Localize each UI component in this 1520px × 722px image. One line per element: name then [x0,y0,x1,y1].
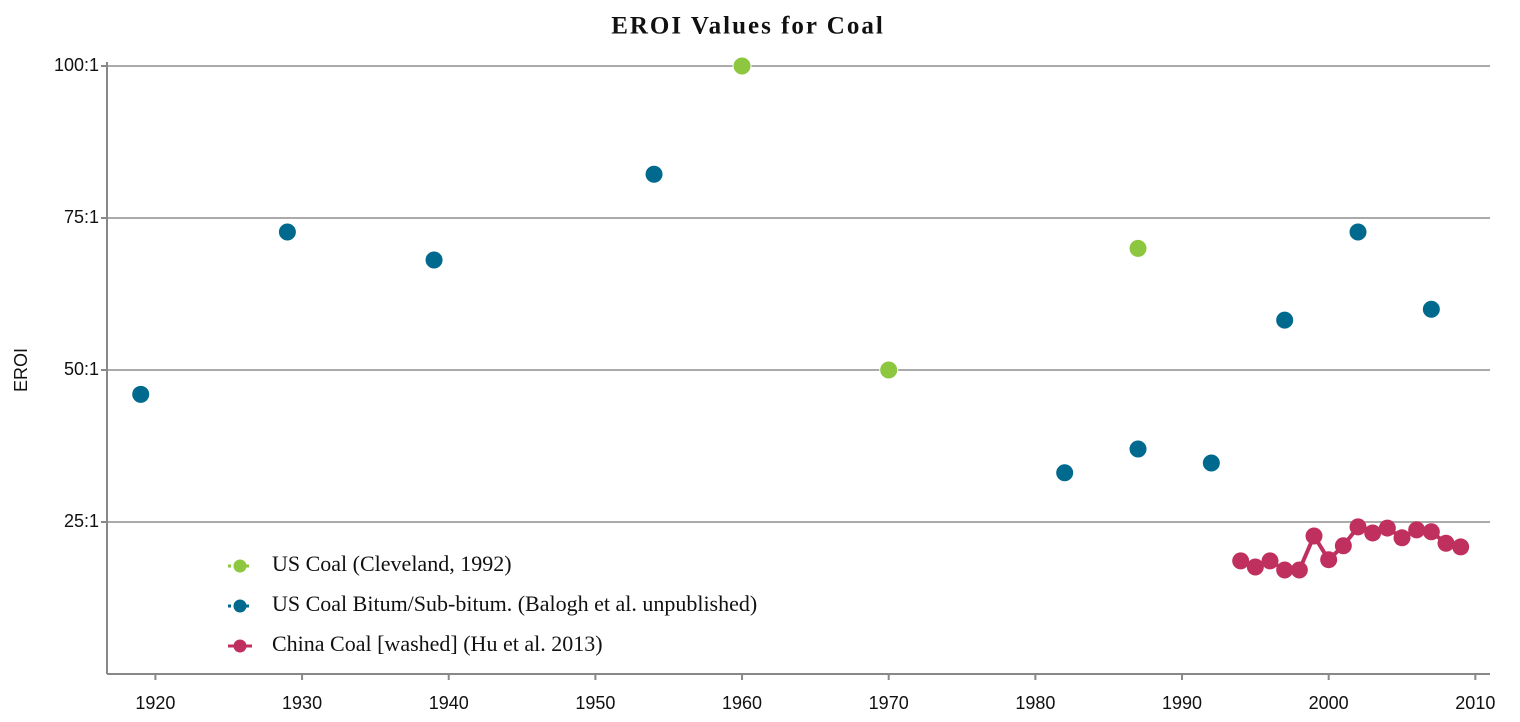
data-point [1422,523,1440,541]
data-point [1364,524,1382,542]
data-point [1378,519,1396,537]
data-point [1320,551,1338,569]
y-tick-label: 75:1 [64,207,99,227]
data-point [1349,518,1367,536]
data-point [1276,561,1294,579]
x-tick-label: 1970 [869,693,909,713]
legend-label: US Coal (Cleveland, 1992) [272,551,512,576]
data-point [1334,537,1352,555]
data-point [1201,453,1221,473]
data-point [1408,521,1426,539]
y-tick-label: 50:1 [64,359,99,379]
data-point [644,164,664,184]
x-tick-label: 1930 [282,693,322,713]
x-tick-label: 1920 [135,693,175,713]
data-point [1128,439,1148,459]
data-point [1275,310,1295,330]
data-point [1232,552,1250,570]
data-point [1393,529,1411,547]
x-tick-label: 1940 [429,693,469,713]
data-point [1290,561,1308,579]
data-point [1452,538,1470,556]
chart-title: EROI Values for Coal [611,13,885,40]
data-point [1055,463,1075,483]
x-tick-label: 1980 [1015,693,1055,713]
data-point [732,56,752,76]
legend-label: US Coal Bitum/Sub-bitum. (Balogh et al. … [272,591,757,616]
data-point [1348,222,1368,242]
x-tick-label: 1950 [575,693,615,713]
data-point [424,250,444,270]
y-axis-label: EROI [11,348,31,392]
x-tick-label: 2000 [1309,693,1349,713]
data-point [1128,238,1148,258]
legend-marker [233,639,247,653]
data-point [1305,527,1323,545]
y-tick-label: 25:1 [64,511,99,531]
data-point [1261,552,1279,570]
data-point [277,222,297,242]
data-point [1246,558,1264,576]
data-point [1437,534,1455,552]
x-tick-label: 1960 [722,693,762,713]
legend-marker [233,559,247,573]
legend-marker [233,599,247,613]
legend-label: China Coal [washed] (Hu et al. 2013) [272,631,603,656]
y-tick-label: 100:1 [54,55,99,75]
data-point [131,384,151,404]
data-point [879,360,899,380]
x-tick-label: 2010 [1455,693,1495,713]
data-point [1421,299,1441,319]
x-tick-label: 1990 [1162,693,1202,713]
